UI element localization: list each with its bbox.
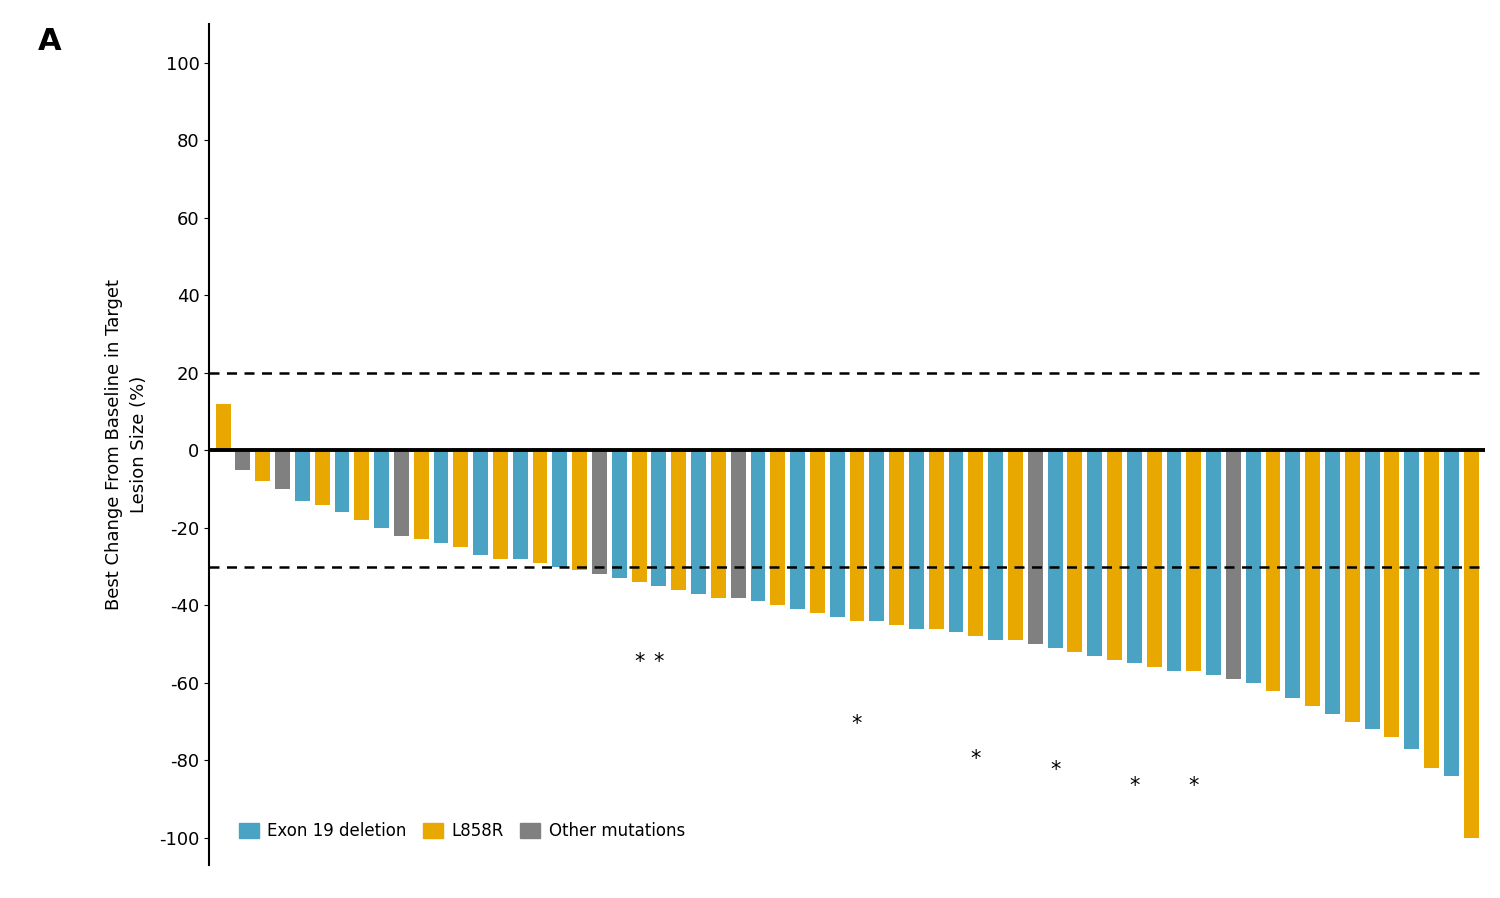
Text: *: * <box>654 652 664 672</box>
Bar <box>1404 450 1419 749</box>
Bar <box>632 450 646 582</box>
Bar <box>672 450 686 590</box>
Bar <box>513 450 528 559</box>
Text: *: * <box>1050 761 1060 780</box>
Bar <box>1246 450 1260 682</box>
Text: *: * <box>1130 776 1140 796</box>
Bar <box>494 450 508 559</box>
Bar <box>790 450 806 609</box>
Bar <box>711 450 726 597</box>
Bar <box>1068 450 1083 652</box>
Bar <box>274 450 290 489</box>
Bar <box>948 450 963 632</box>
Bar <box>1266 450 1281 691</box>
Bar <box>849 450 864 621</box>
Bar <box>592 450 608 575</box>
Bar <box>830 450 844 617</box>
Bar <box>928 450 944 629</box>
Bar <box>1047 450 1062 648</box>
Bar <box>612 450 627 578</box>
Bar <box>1226 450 1240 679</box>
Text: A: A <box>38 27 62 56</box>
Legend: Exon 19 deletion, L858R, Other mutations: Exon 19 deletion, L858R, Other mutations <box>231 814 693 849</box>
Bar <box>1365 450 1380 729</box>
Bar <box>1206 450 1221 675</box>
Text: *: * <box>852 714 862 734</box>
Bar <box>532 450 548 563</box>
Bar <box>1008 450 1023 640</box>
Bar <box>1346 450 1359 722</box>
Bar <box>296 450 309 501</box>
Bar <box>1088 450 1102 656</box>
Bar <box>988 450 1004 640</box>
Bar <box>1424 450 1438 768</box>
Bar <box>890 450 904 625</box>
Bar <box>1286 450 1300 699</box>
Bar <box>414 450 429 540</box>
Text: *: * <box>970 749 981 769</box>
Bar <box>236 450 250 470</box>
Bar <box>552 450 567 567</box>
Bar <box>374 450 388 528</box>
Bar <box>472 450 488 555</box>
Bar <box>730 450 746 597</box>
Text: *: * <box>1188 776 1198 796</box>
Y-axis label: Best Change From Baseline in Target
Lesion Size (%): Best Change From Baseline in Target Lesi… <box>105 279 148 610</box>
Bar <box>315 450 330 505</box>
Bar <box>394 450 410 535</box>
Bar <box>334 450 350 513</box>
Bar <box>255 450 270 481</box>
Bar <box>1464 450 1479 838</box>
Text: *: * <box>634 652 645 672</box>
Bar <box>651 450 666 586</box>
Bar <box>1305 450 1320 706</box>
Bar <box>1444 450 1460 776</box>
Bar <box>969 450 984 637</box>
Bar <box>1126 450 1142 664</box>
Bar <box>1028 450 1042 644</box>
Bar <box>354 450 369 520</box>
Bar <box>750 450 765 602</box>
Bar <box>1324 450 1340 714</box>
Bar <box>216 404 231 450</box>
Bar <box>1384 450 1400 737</box>
Bar <box>453 450 468 547</box>
Bar <box>810 450 825 613</box>
Bar <box>572 450 586 570</box>
Bar <box>1146 450 1161 667</box>
Bar <box>433 450 448 543</box>
Bar <box>1186 450 1202 671</box>
Bar <box>1167 450 1182 671</box>
Bar <box>909 450 924 629</box>
Bar <box>692 450 706 594</box>
Bar <box>771 450 784 605</box>
Bar <box>1107 450 1122 660</box>
Bar <box>870 450 883 621</box>
